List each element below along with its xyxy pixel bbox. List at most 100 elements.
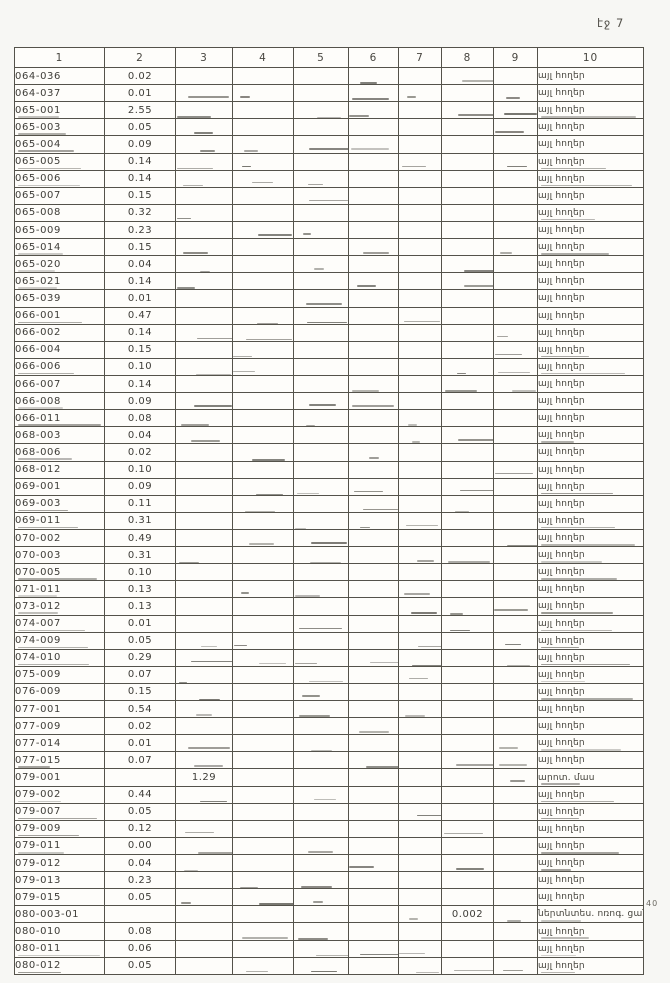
cell-col3-value [175, 220, 233, 240]
cell-land-type: այլ հողեր [537, 84, 644, 103]
cell-col6 [348, 169, 399, 188]
scan-smudge [416, 971, 439, 974]
cell-parcel-code: 077-001 [14, 700, 105, 719]
table-row: 074-007 0.01 այլ հողեր [14, 614, 644, 633]
cell-col8-value [441, 220, 494, 240]
cell-col6 [348, 580, 399, 599]
cell-parcel-code: 079-007 [14, 802, 105, 821]
scan-smudge [404, 593, 430, 595]
cell-area-value: 0.12 [104, 819, 176, 838]
cell-col9 [493, 614, 538, 633]
cell-land-type: այլ հողեր [537, 494, 644, 513]
scan-smudge [297, 492, 319, 495]
table-row: 068-006 0.02 այլ հողեր [14, 443, 644, 462]
cell-col4 [232, 460, 294, 479]
cell-col7 [398, 665, 442, 684]
cell-col8-value [441, 871, 494, 890]
cell-col6 [348, 648, 399, 667]
cell-col8-value [441, 392, 494, 411]
cell-col7 [398, 494, 442, 513]
scan-smudge [418, 645, 441, 648]
cell-parcel-code: 080-003-01 [14, 905, 105, 924]
cell-col3-value [175, 922, 233, 941]
cell-col3-value [175, 665, 233, 684]
cell-col4 [232, 751, 294, 770]
cell-col4 [232, 768, 294, 787]
cell-col5 [293, 597, 349, 616]
cell-parcel-code: 065-003 [14, 118, 105, 137]
cell-col9 [493, 563, 538, 582]
table-row: 068-012 0.10 այլ հողեր [14, 460, 644, 479]
cell-col4 [232, 169, 294, 188]
scan-smudge [499, 764, 527, 766]
table-row: 065-003 0.05 այլ հողեր [14, 118, 644, 137]
cell-col8-value [441, 682, 494, 702]
cell-col3-value [175, 186, 233, 205]
cell-col6 [348, 340, 399, 359]
cell-col5 [293, 905, 349, 924]
cell-col7 [398, 84, 442, 103]
cell-area-value: 0.01 [104, 734, 176, 753]
cell-col8-value [441, 101, 494, 120]
scan-smudge [363, 508, 398, 511]
cell-col6 [348, 186, 399, 205]
cell-col4 [232, 854, 294, 873]
cell-col9 [493, 84, 538, 103]
cell-col4 [232, 682, 294, 702]
cell-parcel-code: 065-006 [14, 169, 105, 188]
cell-col4 [232, 340, 294, 359]
cell-col4 [232, 374, 294, 394]
cell-col3-value [175, 785, 233, 804]
cell-col9 [493, 734, 538, 753]
scan-smudge [352, 389, 379, 392]
cell-col3-value [175, 717, 233, 736]
cell-parcel-code: 064-037 [14, 84, 105, 103]
cell-col9 [493, 785, 538, 804]
cell-col3-value [175, 631, 233, 650]
table-row: 074-010 0.29 այլ հողեր [14, 648, 644, 667]
cell-col3-value [175, 272, 233, 291]
scan-smudge [18, 372, 74, 375]
cell-col8-value [441, 802, 494, 821]
cell-area-value: 0.07 [104, 665, 176, 684]
table-row: 077-009 0.02 այլ հողեր [14, 717, 644, 736]
cell-land-type: այլ հողեր [537, 785, 644, 804]
cell-col6 [348, 409, 399, 428]
cell-col4 [232, 922, 294, 941]
cell-col6 [348, 700, 399, 719]
cell-col7 [398, 563, 442, 582]
cell-parcel-code: 077-014 [14, 734, 105, 753]
cell-col7 [398, 751, 442, 770]
scan-smudge [18, 253, 63, 255]
cell-col3-value: 1.29 [175, 768, 233, 787]
cell-area-value: 0.10 [104, 357, 176, 376]
cell-col9 [493, 357, 538, 376]
scan-smudge [309, 404, 336, 406]
cell-col5 [293, 580, 349, 599]
cell-col7 [398, 289, 442, 308]
cell-parcel-code: 080-012 [14, 956, 105, 976]
cell-area-value: 0.31 [104, 546, 176, 565]
cell-parcel-code: 065-008 [14, 203, 105, 222]
cell-col4 [232, 528, 294, 548]
cell-col5 [293, 340, 349, 359]
cell-col7 [398, 152, 442, 171]
cell-col4 [232, 357, 294, 376]
table-row: 064-036 0.02 այլ հողեր [14, 66, 644, 86]
scan-smudge [456, 868, 484, 870]
scan-smudge [314, 268, 324, 270]
cell-col9 [493, 135, 538, 154]
cell-land-type: այլ հողեր [537, 956, 644, 976]
scan-smudge [352, 98, 389, 100]
cell-col4 [232, 306, 294, 325]
table-row: 066-004 0.15 այլ հողեր [14, 340, 644, 359]
cell-col4 [232, 323, 294, 342]
cell-parcel-code: 066-006 [14, 357, 105, 376]
table-row: 065-006 0.14 այլ հողեր [14, 169, 644, 188]
cell-col4 [232, 546, 294, 565]
cell-col3-value [175, 460, 233, 479]
cell-col8-value [441, 734, 494, 753]
cell-col3-value [175, 255, 233, 274]
cell-col6 [348, 306, 399, 325]
cell-col3-value [175, 956, 233, 976]
